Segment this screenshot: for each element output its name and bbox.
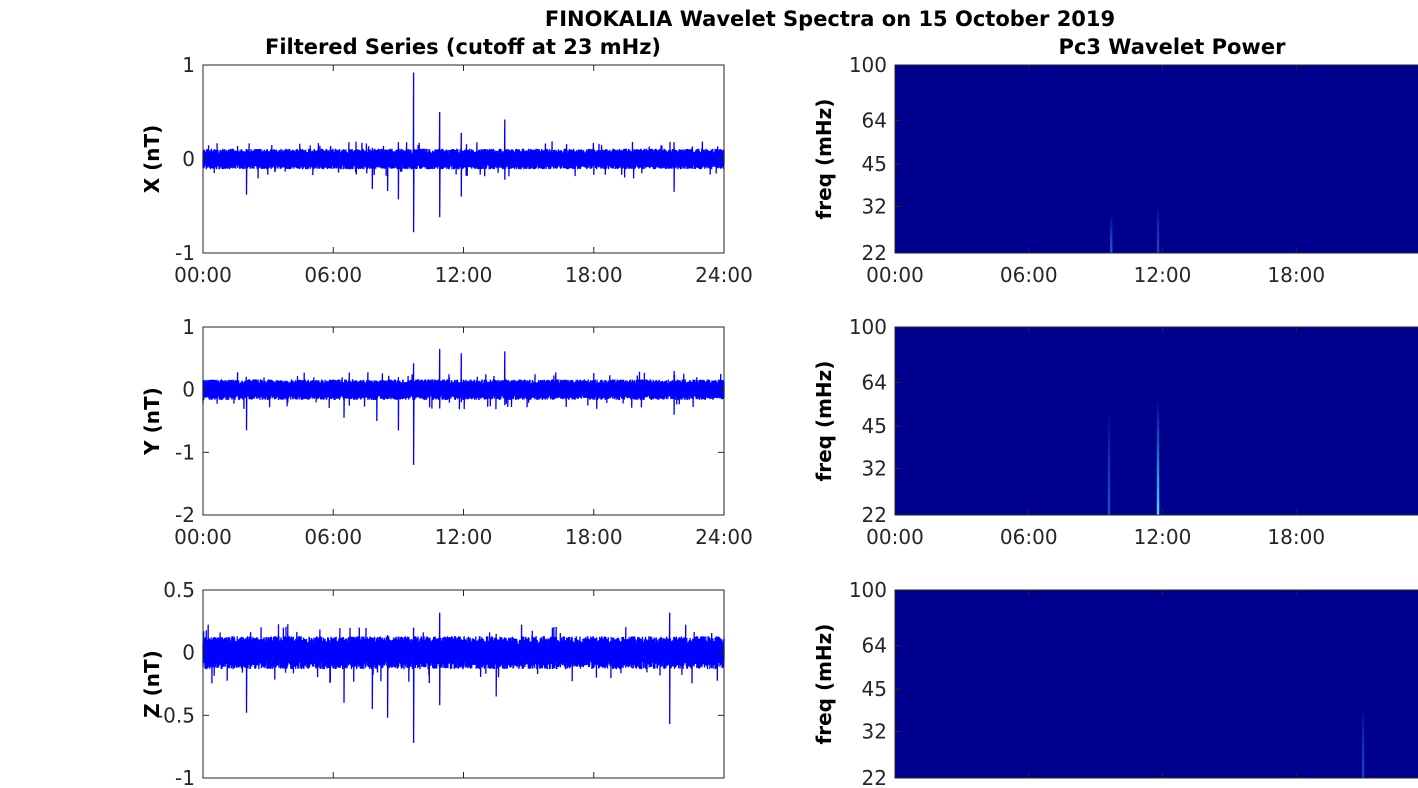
x-tick-label: 00:00 <box>174 525 232 549</box>
x-tick-label: 12:00 <box>435 263 493 287</box>
panel-series-1: 1 0 -100:00 06:00 12:00 18:00 24:00 X (nT) <box>140 53 753 287</box>
y-tick-label: 1 <box>182 315 195 339</box>
signal-trace <box>202 348 725 465</box>
figure-suptitle: FINOKALIA Wavelet Spectra on 15 October … <box>545 7 1115 31</box>
y-tick-label: -1 <box>175 440 195 464</box>
power-spike <box>1107 413 1111 515</box>
x-tick-label: 18:00 <box>1267 263 1325 287</box>
power-spike <box>1110 214 1113 253</box>
y-axis-label: freq (mHz) <box>812 99 836 220</box>
y-tick-label: 32 <box>862 194 887 218</box>
plot-area <box>203 590 724 778</box>
x-tick-label: 24:00 <box>695 525 753 549</box>
spectrum-background <box>895 327 1418 515</box>
y-tick-label: 45 <box>862 414 887 438</box>
plot-area <box>203 327 724 515</box>
x-tick-label: 12:00 <box>435 525 493 549</box>
x-tick-label: 18:00 <box>565 525 623 549</box>
panel-spectrum-3: 100 64 45 32 22 freq (mHz) <box>812 578 1418 788</box>
x-tick-label: 06:00 <box>304 525 362 549</box>
x-tick-label: 12:00 <box>1134 263 1192 287</box>
right-column-title: Pc3 Wavelet Power <box>1059 35 1287 59</box>
x-tick-label: 18:00 <box>565 263 623 287</box>
x-tick-label: 00:00 <box>174 263 232 287</box>
power-spike <box>1156 206 1160 253</box>
panel-series-3: 0.5 0 -0.5 -1 Z (nT) <box>140 578 725 788</box>
spectrum-background <box>895 65 1418 253</box>
left-column-title: Filtered Series (cutoff at 23 mHz) <box>265 35 661 59</box>
y-tick-label: 64 <box>862 370 887 394</box>
power-spike <box>1361 710 1365 778</box>
y-tick-label: -0.5 <box>156 703 195 727</box>
x-tick-label: 00:00 <box>866 263 924 287</box>
y-axis-label: Z (nT) <box>140 650 164 718</box>
y-tick-label: 45 <box>862 152 887 176</box>
x-tick-label: 06:00 <box>1000 263 1058 287</box>
y-tick-label: -1 <box>175 766 195 788</box>
panel-series-2: 1 0 -1 -200:00 06:00 12:00 18:00 24:00 Y (nT) <box>140 315 753 549</box>
x-tick-label: 00:00 <box>866 525 924 549</box>
y-tick-label: 1 <box>182 53 195 77</box>
y-tick-label: -2 <box>175 503 195 527</box>
y-tick-label: 0 <box>182 641 195 665</box>
y-axis-label: freq (mHz) <box>812 361 836 482</box>
x-tick-label: 06:00 <box>304 263 362 287</box>
y-tick-label: 100 <box>849 578 887 602</box>
signal-trace <box>202 612 725 743</box>
y-tick-label: 64 <box>862 108 887 132</box>
x-tick-label: 24:00 <box>695 263 753 287</box>
x-tick-label: 12:00 <box>1134 525 1192 549</box>
power-spike <box>1156 398 1160 515</box>
x-tick-label: 06:00 <box>1000 525 1058 549</box>
x-tick-label: 18:00 <box>1267 525 1325 549</box>
y-tick-label: 100 <box>849 315 887 339</box>
signal-trace <box>202 72 725 233</box>
spectrum-background <box>895 590 1418 778</box>
y-axis-label: X (nT) <box>140 125 164 194</box>
y-tick-label: 22 <box>862 766 887 788</box>
y-tick-label: 22 <box>862 241 887 265</box>
y-tick-label: -1 <box>175 241 195 265</box>
y-tick-label: 22 <box>862 503 887 527</box>
y-tick-label: 64 <box>862 633 887 657</box>
y-tick-label: 0.5 <box>163 578 195 602</box>
y-tick-label: 45 <box>862 677 887 701</box>
y-tick-label: 0 <box>182 378 195 402</box>
y-tick-label: 100 <box>849 53 887 77</box>
y-tick-label: 0 <box>182 147 195 171</box>
y-axis-label: Y (nT) <box>140 387 164 456</box>
y-axis-label: freq (mHz) <box>812 624 836 745</box>
y-tick-label: 32 <box>862 456 887 480</box>
y-tick-label: 32 <box>862 719 887 743</box>
